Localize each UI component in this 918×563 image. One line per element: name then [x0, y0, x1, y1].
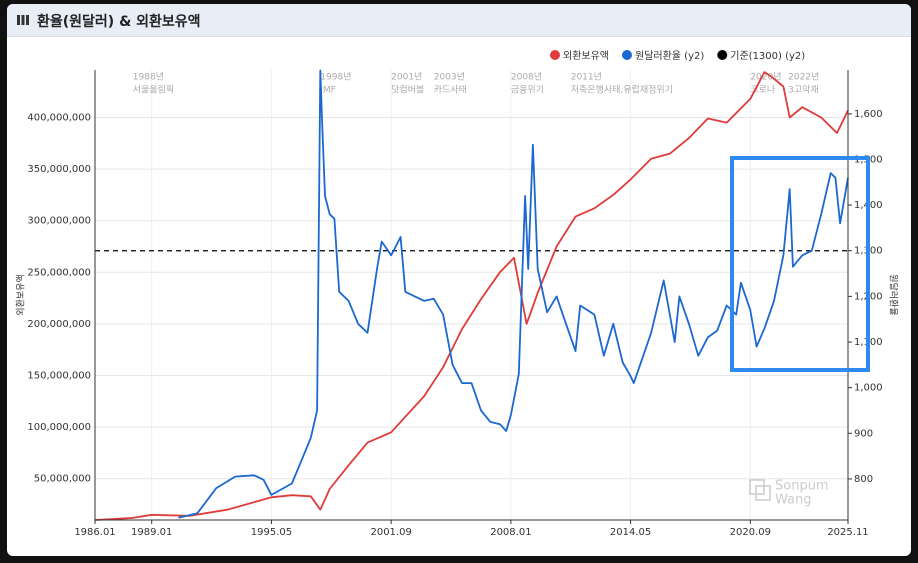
legend-swatch [622, 50, 632, 60]
header: 환율(원달러) & 외환보유액 [7, 4, 911, 37]
legend: 외환보유액 원달러환율 (y2) 기준(1300) (y2) [550, 50, 805, 62]
grid [94, 70, 849, 520]
menu-icon [17, 15, 29, 25]
y-tick-label: 250,000,000 [27, 267, 91, 278]
axes: 50,000,000 100,000,000 150,000,000 200,000,… [15, 70, 900, 538]
legend-swatch [717, 50, 728, 60]
watermark-text: Wang [775, 493, 811, 508]
y-tick-label: 350,000,000 [27, 164, 91, 175]
series-line [178, 69, 849, 519]
legend-label: 기준(1300) (y2) [730, 50, 805, 62]
y-tick-label: 300,000,000 [27, 216, 91, 227]
x-tick-label: 2008.01 [490, 527, 531, 538]
x-tick-label: 1995.05 [251, 527, 292, 538]
y2-tick-label: 1,600 [854, 109, 883, 120]
y2-tick-label: 1,000 [854, 383, 883, 394]
event-label: 3고악재 [788, 84, 819, 96]
y2-tick-label: 900 [854, 428, 873, 439]
x-tick-label: 1986.01 [74, 527, 115, 538]
y2-tick-label: 800 [854, 474, 873, 485]
event-year: 2008년 [511, 72, 542, 83]
event-year: 2022년 [788, 72, 819, 83]
legend-label: 원달러환율 (y2) [635, 50, 704, 62]
event-label: 카드사태 [434, 85, 467, 96]
event-label: 서울올림픽 [133, 84, 174, 96]
event-year: 2020년 [750, 72, 781, 83]
watermark-icon [749, 479, 765, 495]
legend-swatch [550, 50, 560, 60]
event-label: 저축은행사태,유럽재정위기 [571, 84, 673, 96]
event-label: IMF [320, 86, 336, 96]
watermark-icon [755, 485, 771, 501]
y-tick-label: 150,000,000 [27, 371, 91, 382]
x-tick-label: 2001.09 [370, 527, 411, 538]
event-label: 코로나 [750, 85, 775, 96]
card: 환율(원달러) & 외환보유액 1988년 서울올림픽 1998년 IMF 2001년 닷… [7, 4, 911, 556]
marks [94, 69, 849, 521]
y-tick-label: 50,000,000 [34, 474, 91, 485]
y-tick-label: 100,000,000 [27, 422, 91, 433]
y-tick-label: 200,000,000 [27, 319, 91, 330]
watermark-text: Sonpum [775, 479, 829, 494]
chart-title: 환율(원달러) & 외환보유액 [37, 14, 201, 30]
highlight-box [730, 156, 870, 372]
x-tick-label: 1989.01 [131, 527, 172, 538]
event-year: 2011년 [571, 72, 602, 83]
x-tick-label: 2014.05 [610, 527, 651, 538]
y2-axis-label: 원달러환율 [888, 274, 900, 315]
x-tick-label: 2025.11 [827, 527, 868, 538]
y-tick-label: 400,000,000 [27, 112, 91, 123]
watermark: Sonpum Wang [749, 479, 829, 508]
event-label: 닷컴버블 [391, 84, 424, 96]
series-line [94, 71, 849, 521]
event-year: 2003년 [434, 72, 465, 83]
event-year: 1988년 [133, 72, 164, 83]
event-label: 금융위기 [511, 85, 544, 96]
event-year: 2001년 [391, 72, 422, 83]
event-year: 1998년 [320, 72, 351, 83]
y-axis-label: 외환보유액 [15, 274, 27, 315]
legend-label: 외환보유액 [563, 50, 609, 62]
x-tick-label: 2020.09 [730, 527, 771, 538]
